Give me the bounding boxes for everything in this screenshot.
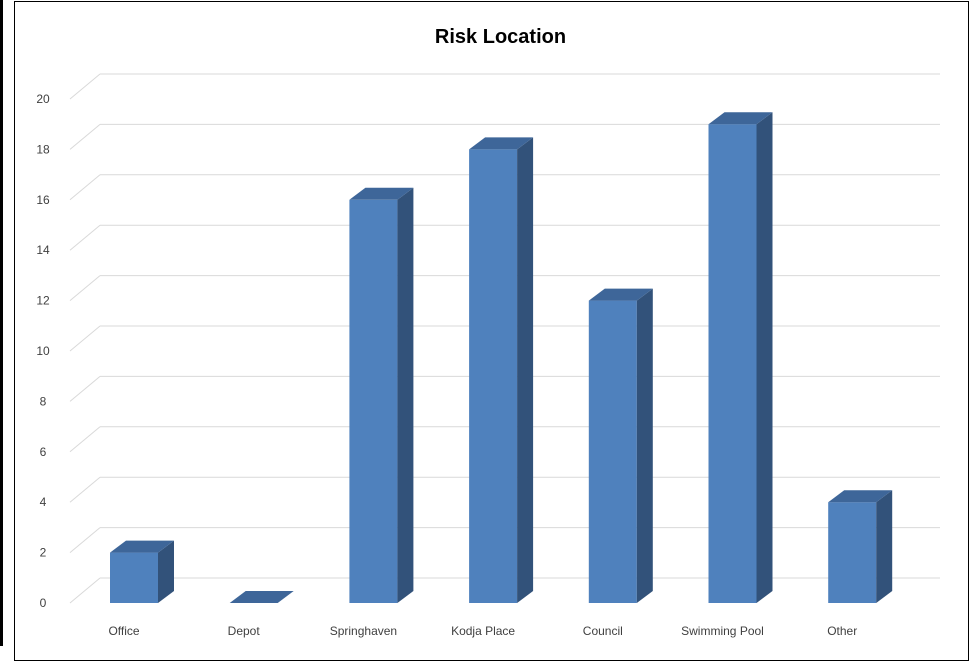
- x-tick-label: Kodja Place: [451, 624, 515, 638]
- x-tick-label: Springhaven: [330, 624, 397, 638]
- gridline-diagonal: [69, 275, 101, 301]
- x-tick-label: Other: [827, 624, 857, 638]
- y-axis-ticks: 0 2 4 6 8 10 12 14 16 18 20: [36, 92, 50, 610]
- y-tick-label: 18: [36, 142, 50, 156]
- left-border: [0, 0, 3, 646]
- bar-front: [708, 124, 757, 603]
- y-tick-label: 6: [40, 445, 47, 459]
- gridline-diagonal: [69, 124, 101, 150]
- bar: [349, 187, 414, 604]
- bar-top: [828, 490, 893, 503]
- gridline-diagonal: [69, 476, 101, 503]
- gridline-diagonal: [69, 577, 101, 604]
- gridline-diagonal: [69, 376, 101, 402]
- gridline-diagonal: [69, 174, 101, 201]
- y-tick-label: 2: [40, 546, 47, 560]
- bar-front: [349, 199, 398, 604]
- bar: [110, 540, 174, 603]
- bar-top: [588, 288, 653, 301]
- bar: [469, 137, 534, 603]
- bar-front: [110, 552, 158, 603]
- gridline-diagonal: [69, 426, 101, 453]
- y-tick-label: 20: [36, 92, 50, 106]
- x-tick-label: Depot: [228, 624, 261, 638]
- x-axis-ticks: Office Depot Springhaven Kodja Place Council…: [108, 624, 857, 638]
- bar-front: [469, 149, 518, 603]
- x-tick-label: Swimming Pool: [681, 624, 764, 638]
- bar: [588, 288, 653, 603]
- bar-top: [229, 591, 294, 603]
- bars: [110, 112, 893, 604]
- y-tick-label: 14: [36, 243, 50, 257]
- gridline-diagonal: [69, 73, 101, 100]
- bar-side: [397, 187, 414, 604]
- bar-top: [469, 137, 534, 150]
- bar: [828, 490, 893, 603]
- bar-top: [349, 187, 414, 200]
- bar-side: [517, 137, 534, 603]
- y-tick-label: 4: [40, 495, 47, 509]
- bar-side: [756, 112, 773, 603]
- y-tick-label: 12: [36, 294, 50, 308]
- bar-top: [110, 540, 174, 553]
- bar-chart: 0 2 4 6 8 10 12 14 16 18 20 Office Depot Springhaven…: [36, 73, 940, 638]
- y-tick-label: 16: [36, 193, 50, 207]
- x-tick-label: Council: [583, 624, 623, 638]
- bar: [229, 591, 294, 603]
- x-tick-label: Office: [108, 624, 139, 638]
- bar: [708, 112, 773, 603]
- gridline-diagonal: [69, 527, 101, 553]
- bar-side: [636, 288, 653, 603]
- gridline-diagonal: [69, 224, 101, 251]
- bar-front: [588, 300, 637, 603]
- chart-title: Risk Location: [434, 26, 567, 48]
- bar-side: [158, 540, 174, 603]
- y-tick-label: 0: [40, 596, 47, 610]
- y-tick-label: 8: [40, 394, 47, 408]
- bar-front: [828, 502, 877, 603]
- y-tick-label: 10: [36, 344, 50, 358]
- bar-top: [708, 112, 773, 125]
- bar-side: [876, 490, 893, 603]
- gridline-diagonal: [69, 325, 101, 352]
